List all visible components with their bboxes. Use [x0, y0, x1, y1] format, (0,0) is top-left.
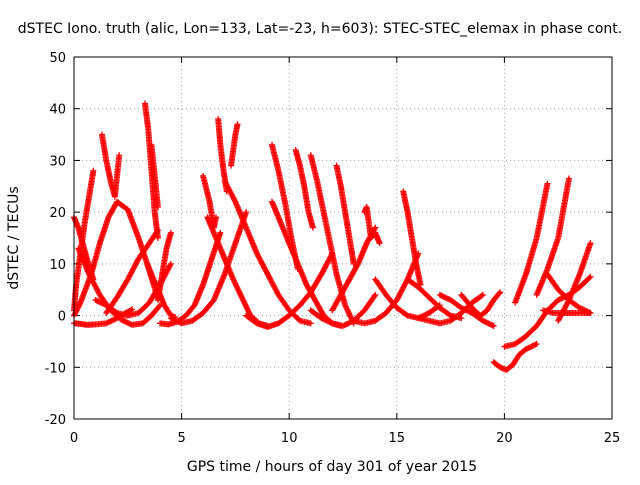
- y-tick-label: 50: [49, 51, 66, 66]
- x-tick-label: 25: [604, 431, 621, 446]
- y-tick-label: -10: [45, 361, 66, 376]
- data-point-marker: [496, 290, 503, 297]
- y-tick-label: 0: [58, 310, 66, 325]
- data-series: [555, 240, 594, 324]
- data-series: [404, 276, 465, 322]
- x-axis-title: GPS time / hours of day 301 of year 2015: [187, 459, 477, 475]
- y-axis-title: dSTEC / TECUs: [6, 186, 22, 289]
- data-series: [329, 224, 379, 314]
- data-point: [497, 289, 504, 296]
- data-point-marker: [446, 311, 453, 318]
- data-point: [309, 224, 316, 231]
- data-point: [587, 309, 594, 316]
- data-point-marker: [478, 292, 485, 299]
- data-series: [148, 141, 161, 210]
- data-point: [217, 229, 224, 236]
- x-tick-label: 10: [281, 431, 298, 446]
- data-point-marker: [371, 293, 378, 300]
- y-tick-label: -20: [45, 413, 66, 428]
- y-tick-label: 30: [49, 154, 66, 169]
- data-series: [512, 180, 551, 306]
- chart-title: dSTEC Iono. truth (alic, Lon=133, Lat=-2…: [18, 21, 622, 37]
- data-point-marker: [586, 274, 593, 281]
- data-series: [458, 289, 504, 319]
- x-tick-label: 5: [177, 431, 185, 446]
- data-point: [479, 291, 486, 298]
- data-point: [234, 121, 241, 128]
- data-point: [154, 235, 161, 241]
- plot-frame: [73, 56, 613, 420]
- y-tick-label: 20: [49, 206, 66, 221]
- data-point: [154, 203, 161, 210]
- data-series: [436, 291, 497, 329]
- data-point: [587, 240, 594, 247]
- data-series: [154, 229, 174, 304]
- data-series: [361, 203, 383, 247]
- data-series: [103, 227, 161, 316]
- data-point-marker: [156, 303, 163, 310]
- data-series: [228, 121, 241, 169]
- data-point: [116, 152, 123, 159]
- x-tick-label: 0: [70, 431, 78, 446]
- data-series: [98, 131, 123, 200]
- data-series: [490, 341, 540, 373]
- data-point-marker: [403, 311, 410, 318]
- data-series: [268, 198, 344, 329]
- data-point-marker: [112, 309, 119, 316]
- data-point-marker: [354, 262, 361, 269]
- data-series-group: [71, 100, 594, 373]
- data-point: [544, 180, 551, 187]
- data-point: [167, 260, 174, 267]
- data-point: [372, 291, 379, 298]
- data-point: [376, 240, 383, 247]
- data-series: [292, 147, 316, 231]
- x-tick-label: 15: [389, 431, 406, 446]
- data-series: [533, 175, 572, 298]
- data-series: [372, 276, 443, 322]
- data-point: [167, 229, 174, 236]
- data-series: [221, 178, 314, 327]
- data-series: [400, 188, 424, 288]
- data-point: [129, 306, 136, 313]
- data-point: [533, 341, 540, 348]
- data-point: [565, 175, 572, 182]
- data-point: [458, 315, 465, 322]
- y-tick-label: 40: [49, 103, 66, 118]
- data-series: [333, 162, 357, 267]
- y-tick-label: 10: [49, 258, 66, 273]
- data-point: [372, 224, 379, 231]
- data-point: [490, 322, 497, 329]
- data-point: [587, 273, 594, 280]
- data-point: [243, 209, 250, 216]
- data-point: [307, 320, 314, 327]
- x-tick-label: 20: [496, 431, 513, 446]
- data-point: [90, 167, 97, 174]
- data-point: [213, 214, 220, 221]
